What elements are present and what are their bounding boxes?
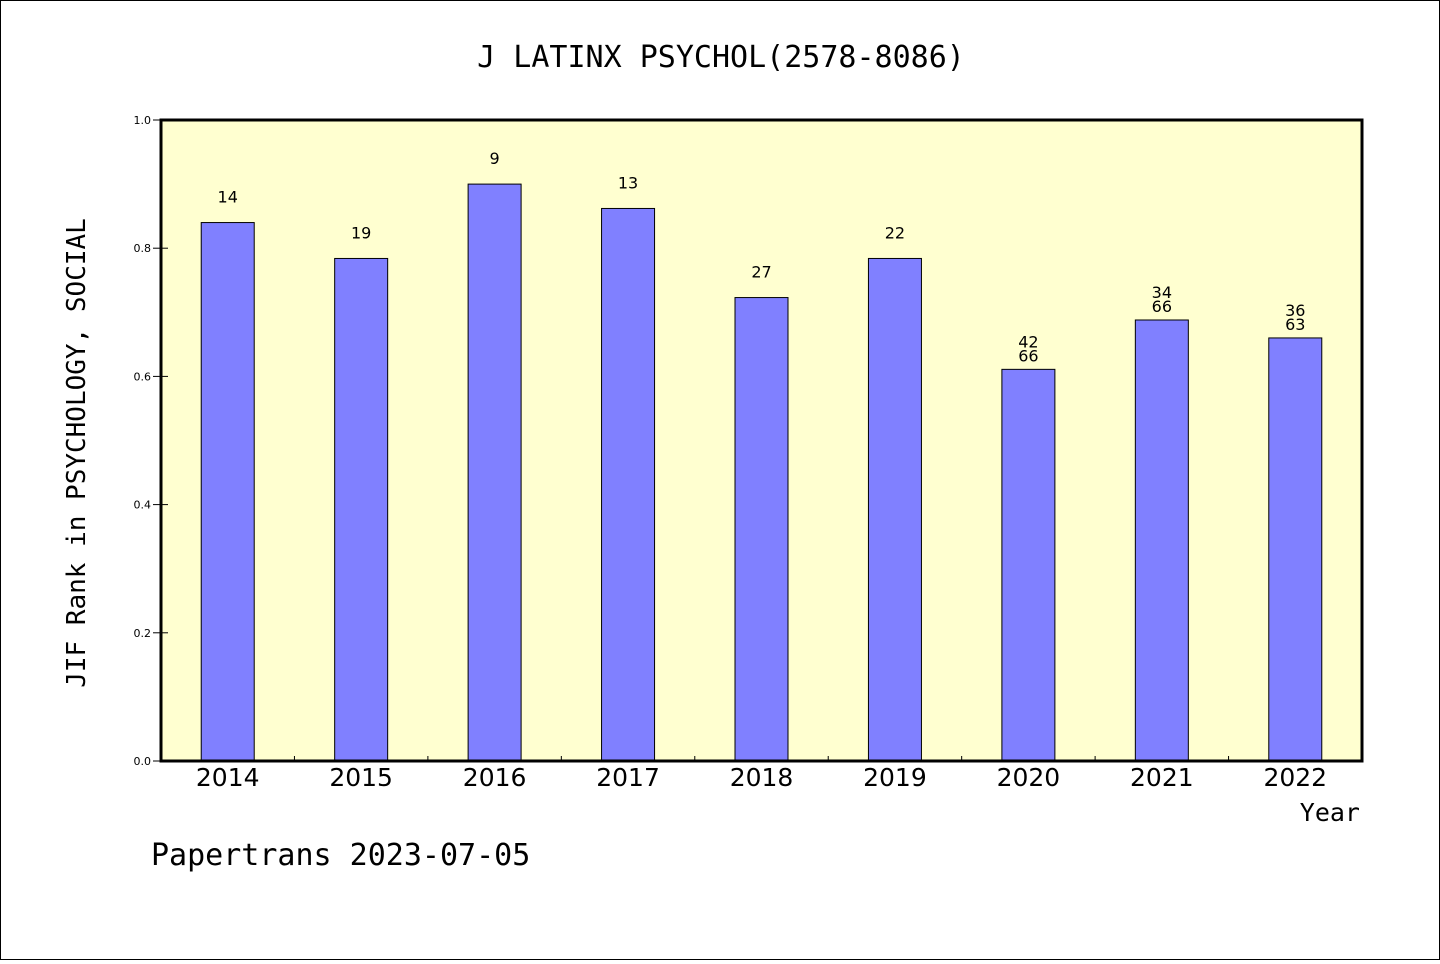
data-label: 36 (1285, 301, 1305, 320)
data-label: 66 (1018, 346, 1038, 365)
data-label: 42 (1018, 332, 1038, 351)
y-tick-label: 0.8 (134, 242, 152, 255)
x-tick-label: 2019 (863, 763, 927, 792)
bar-2017 (601, 207, 656, 762)
footer-watermark: Papertrans 2023-07-05 (151, 838, 530, 873)
data-label: 34 (1152, 283, 1172, 302)
data-label: 27 (751, 263, 771, 282)
bars-group (200, 183, 1323, 762)
bar-2022 (1268, 337, 1323, 762)
bar-2019 (867, 257, 922, 762)
bar-2015 (334, 257, 389, 762)
x-tick-label: 2014 (196, 763, 260, 792)
data-label: 66 (1152, 297, 1172, 316)
x-tick-label: 2021 (1130, 763, 1194, 792)
y-tick-label: 1.0 (134, 114, 152, 127)
data-label: 22 (885, 223, 905, 242)
x-tick-label: 2015 (329, 763, 393, 792)
bar-2020 (1001, 368, 1056, 762)
bar-2021 (1134, 319, 1189, 762)
plot-border (159, 118, 1364, 763)
x-tick-label: 2018 (730, 763, 794, 792)
y-tick-label: 0.0 (134, 755, 152, 768)
data-label: 14 (218, 188, 238, 207)
x-tick-label: 2017 (596, 763, 660, 792)
x-tick-label: 2020 (997, 763, 1061, 792)
bar-2014 (200, 222, 255, 762)
axes-group: 2014 2015 2016 2017 2018 2019 2020 2021 2022 0.0 0… (134, 114, 1328, 792)
x-tick-label: 2022 (1263, 763, 1327, 792)
y-tick-label: 0.2 (134, 627, 152, 640)
data-label: 13 (618, 173, 638, 192)
bar-2016 (467, 183, 522, 762)
y-tick-label: 0.6 (134, 370, 152, 383)
y-tick-label: 0.4 (134, 499, 152, 512)
data-label: 63 (1285, 315, 1305, 334)
chart-title: J LATINX PSYCHOL(2578-8086) (477, 40, 965, 75)
data-label: 9 (490, 149, 500, 168)
bar-2018 (734, 297, 789, 762)
data-label: 19 (351, 223, 371, 242)
x-axis-label: Year (1300, 798, 1360, 827)
x-tick-label: 2016 (463, 763, 527, 792)
y-axis-label: JIF Rank in PSYCHOLOGY, SOCIAL (62, 218, 92, 688)
